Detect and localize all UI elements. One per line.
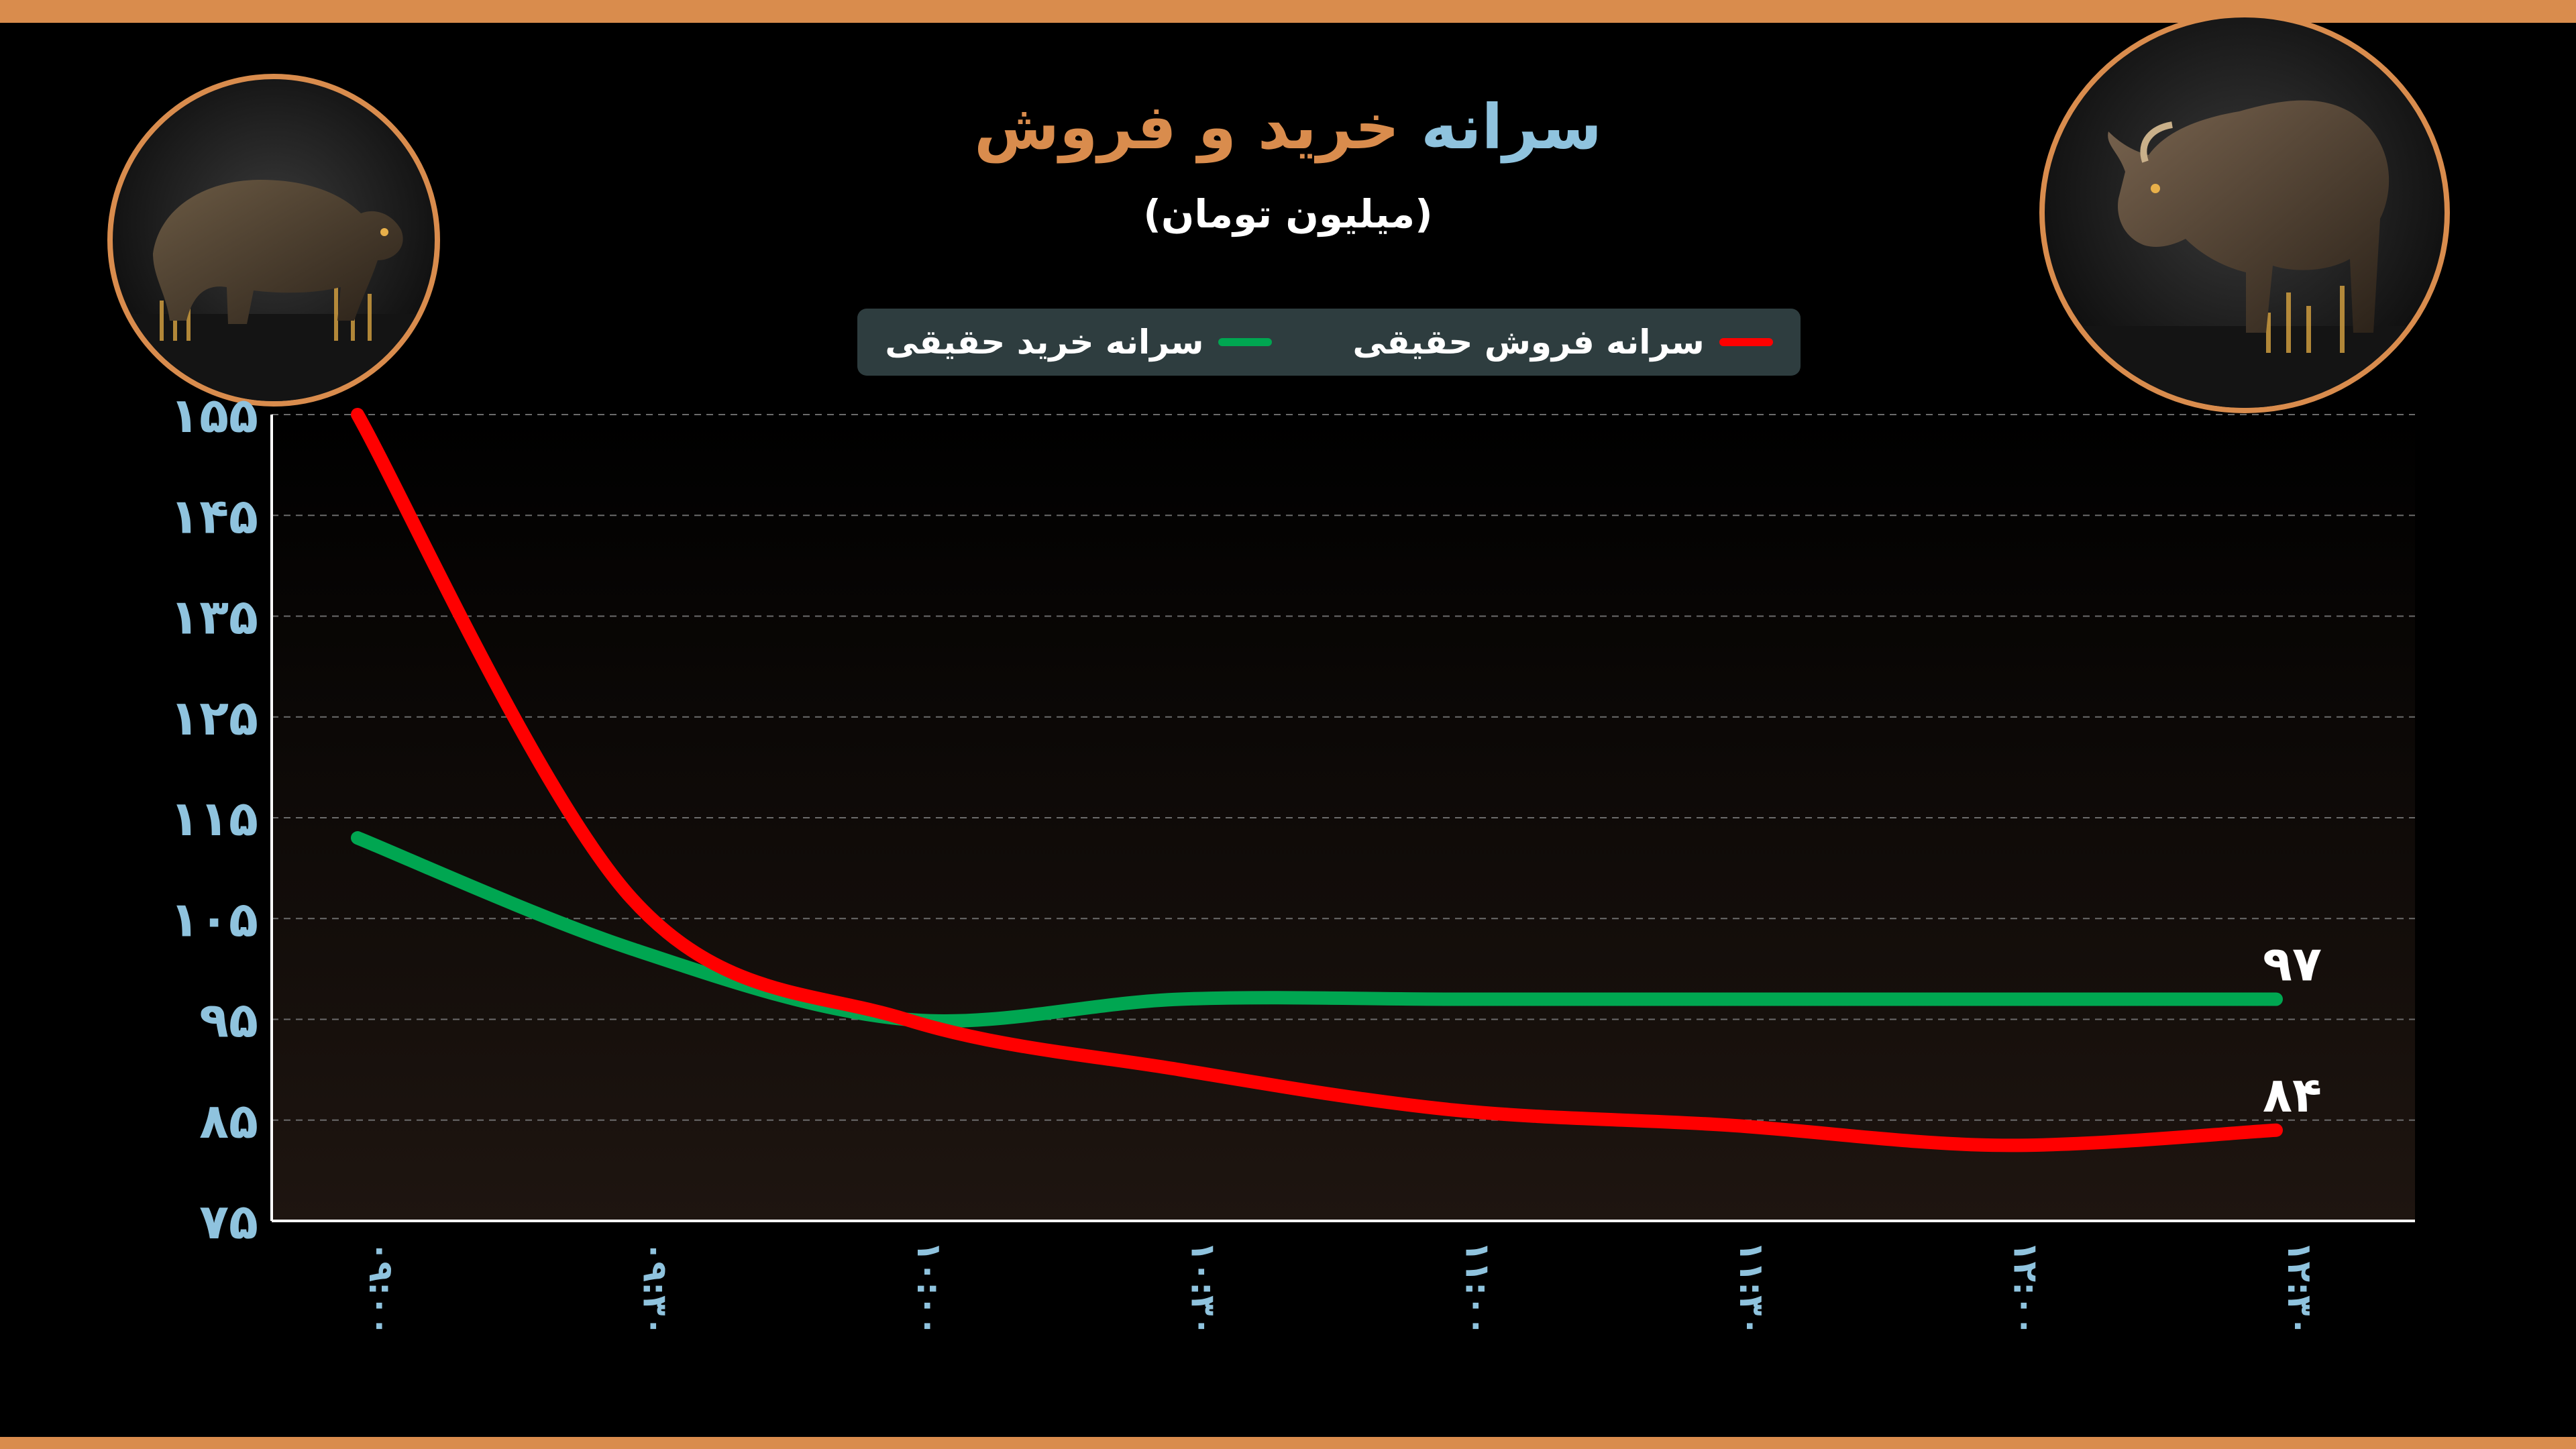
x-tick-label: ۱۰:۰۰ [910, 1241, 949, 1336]
legend-label-buy: سرانه خرید حقیقی [885, 323, 1204, 362]
x-tick-label: ۱۰:۳۰ [1184, 1241, 1223, 1336]
legend: سرانه فروش حقیقی سرانه خرید حقیقی [857, 309, 1801, 376]
series-line-buy [351, 831, 2283, 1028]
title-part-1: سرانه [1421, 91, 1602, 163]
x-tick-label: ۱۱:۳۰ [1732, 1241, 1771, 1336]
y-tick-label: ۱۳۵ [170, 589, 258, 645]
x-tick-label: ۱۲:۰۰ [2006, 1241, 2045, 1336]
top-accent-bar [0, 0, 2576, 23]
chart-subtitle: (میلیون تومان) [1143, 191, 1433, 237]
chart-title: سرانه خرید و فروش [953, 87, 1623, 168]
y-tick-label: ۷۵ [199, 1193, 258, 1250]
bottom-accent-bar [0, 1437, 2576, 1449]
end-label-buy: ۹۷ [2263, 935, 2322, 991]
plot-area [272, 415, 2415, 1221]
y-tick-label: ۱۴۵ [170, 488, 258, 544]
legend-item-sell: سرانه فروش حقیقی [1352, 323, 1773, 362]
series-line-sell [351, 408, 2283, 1152]
x-tick-label: ۰۹:۰۰ [362, 1241, 400, 1336]
y-tick-label: ۹۵ [199, 992, 258, 1049]
legend-swatch-buy [1218, 338, 1273, 346]
x-tick-label: ۱۱:۰۰ [1458, 1241, 1497, 1336]
y-tick-label: ۱۰۵ [170, 891, 258, 947]
y-tick-label: ۱۵۵ [170, 387, 258, 443]
end-label-sell: ۸۴ [2263, 1067, 2322, 1123]
y-tick-label: ۱۲۵ [170, 690, 258, 746]
y-tick-label: ۸۵ [199, 1093, 258, 1149]
legend-item-buy: سرانه خرید حقیقی [885, 323, 1273, 362]
title-part-2: خرید و فروش [974, 91, 1400, 163]
y-tick-label: ۱۱۵ [170, 790, 258, 847]
bear-image [107, 74, 440, 407]
legend-label-sell: سرانه فروش حقیقی [1352, 323, 1705, 362]
legend-swatch-sell [1719, 338, 1773, 346]
x-tick-label: ۱۲:۳۰ [2280, 1241, 2319, 1336]
x-tick-label: ۰۹:۳۰ [636, 1241, 675, 1336]
